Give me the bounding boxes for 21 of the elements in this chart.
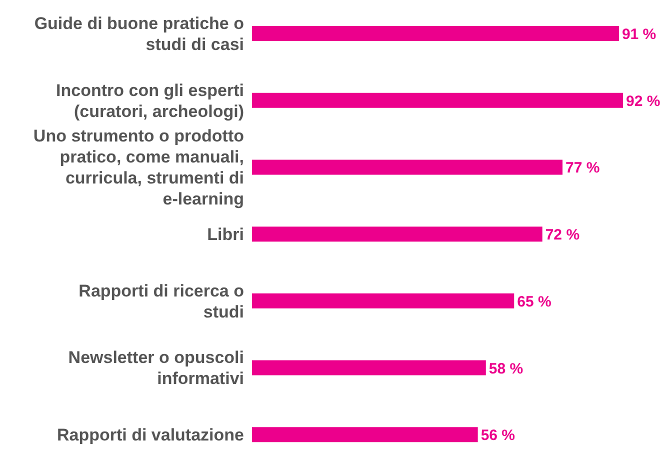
data-label: 91 % bbox=[622, 26, 656, 43]
bar bbox=[252, 92, 623, 108]
bar bbox=[252, 160, 563, 175]
y-tick-label: Rapporti di ricerca o studi bbox=[78, 280, 244, 321]
data-label: 92 % bbox=[626, 92, 660, 110]
bar bbox=[252, 293, 514, 308]
bar bbox=[252, 427, 478, 442]
y-tick-label: Incontro con gli esperti (curatori, archeologi) bbox=[56, 80, 244, 120]
data-label: 72 % bbox=[545, 226, 580, 244]
bar bbox=[252, 360, 486, 376]
y-tick-label: Libri bbox=[207, 224, 244, 244]
data-label: 77 % bbox=[566, 160, 600, 177]
data-label: 65 % bbox=[517, 293, 552, 310]
data-label: 56 % bbox=[480, 427, 516, 444]
y-tick-label: Uno strumento o prodotto pratico, come manuali, curricula, strumenti di e-learning bbox=[33, 126, 244, 208]
y-tick-label: Rapporti di valutazione bbox=[56, 425, 244, 444]
y-tick-label: Guide di buone pratiche o studi di casi bbox=[34, 13, 244, 54]
y-tick-label: Newsletter o opuscoli informativi bbox=[68, 348, 244, 388]
bar bbox=[252, 226, 542, 242]
data-label: 58 % bbox=[488, 360, 524, 378]
bar bbox=[252, 26, 619, 41]
